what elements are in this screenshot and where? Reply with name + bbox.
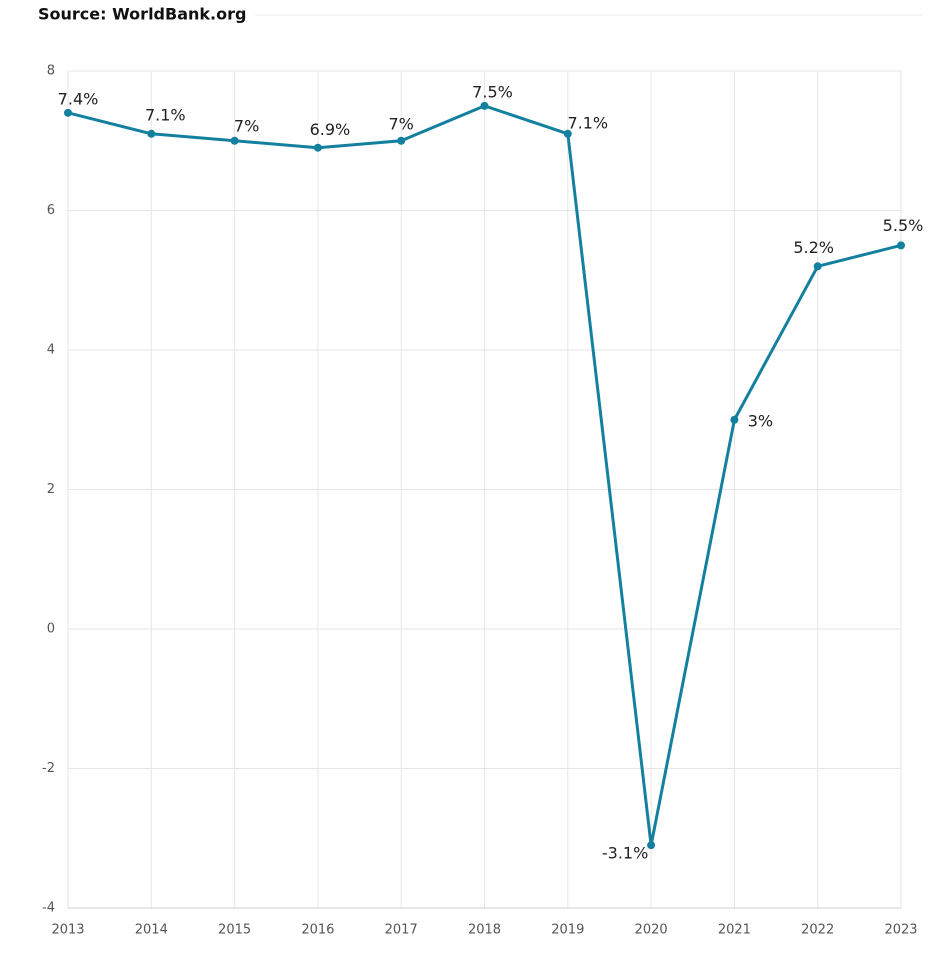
value-label: 3%	[748, 411, 773, 430]
x-tick-label: 2013	[51, 923, 84, 938]
x-tick-label: 2018	[468, 923, 501, 938]
value-label: 6.9%	[310, 120, 351, 139]
value-label: 7.5%	[472, 82, 513, 101]
y-tick-label: -2	[42, 761, 55, 776]
x-tick-label: 2016	[301, 923, 334, 938]
y-tick-label: 0	[47, 622, 55, 637]
value-label: 5.2%	[793, 238, 834, 257]
point	[480, 101, 489, 110]
y-tick-label: -4	[42, 901, 55, 916]
source: Source: WorldBank.org	[38, 5, 246, 24]
point	[397, 136, 406, 145]
x-tick-label: 2020	[635, 923, 668, 938]
value-label: 7.1%	[567, 113, 608, 132]
value-label: 7%	[234, 116, 259, 135]
y-tick-label: 2	[47, 482, 55, 497]
point	[64, 108, 72, 117]
value-label: 7.1%	[145, 105, 186, 124]
point	[813, 262, 822, 271]
x-tick-label: 2023	[884, 923, 917, 938]
x-tick-label: 2017	[385, 923, 418, 938]
x-tick-label: 2015	[218, 923, 251, 938]
value-label: 7.4%	[58, 89, 99, 108]
point	[897, 241, 905, 250]
point	[313, 143, 322, 152]
point	[730, 415, 739, 424]
x-tick-label: 2019	[551, 923, 584, 938]
point	[230, 136, 239, 145]
value-label: 7%	[389, 114, 414, 133]
x-tick-label: 2014	[135, 923, 168, 938]
y-tick-label: 6	[47, 203, 55, 218]
point	[647, 841, 656, 850]
y-tick-label: 4	[47, 343, 55, 358]
x-tick-label: 2021	[718, 923, 751, 938]
point	[147, 129, 156, 138]
x-tick-label: 2022	[801, 923, 834, 938]
y-tick-label: 8	[47, 64, 55, 79]
value-label: 5.5%	[883, 216, 924, 235]
value-label: -3.1%	[602, 844, 648, 863]
point	[563, 129, 572, 138]
